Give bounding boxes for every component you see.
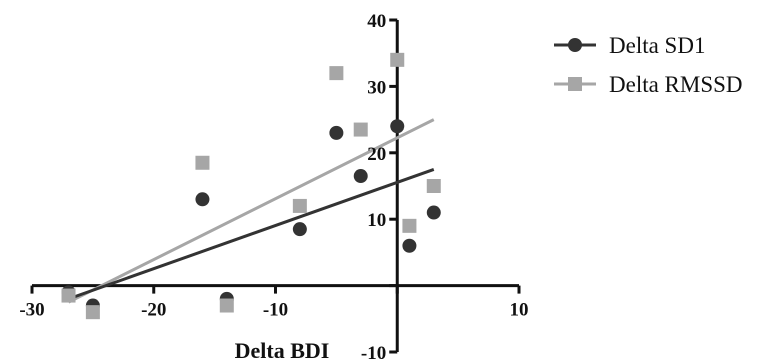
y-tick-label: 30 bbox=[367, 77, 386, 98]
point-delta-rmssd bbox=[61, 288, 76, 303]
point-delta-rmssd bbox=[85, 305, 100, 320]
fit-line-delta-sd1 bbox=[68, 167, 435, 301]
legend-label-delta-sd1: Delta SD1 bbox=[609, 33, 705, 58]
point-delta-sd1 bbox=[402, 238, 417, 253]
point-delta-sd1 bbox=[329, 125, 344, 140]
x-axis-title: Delta BDI bbox=[235, 338, 330, 363]
point-delta-sd1 bbox=[195, 192, 210, 207]
legend: Delta SD1 Delta RMSSD bbox=[554, 33, 743, 97]
data-points bbox=[61, 52, 441, 320]
point-delta-rmssd bbox=[195, 155, 210, 170]
x-tick-label: 10 bbox=[510, 300, 529, 321]
point-delta-sd1 bbox=[292, 222, 307, 237]
point-delta-rmssd bbox=[292, 198, 307, 213]
axes bbox=[30, 18, 521, 354]
y-tick-label: 20 bbox=[367, 144, 386, 165]
legend-marker-delta-sd1 bbox=[568, 38, 582, 52]
fit-lines bbox=[67, 118, 435, 304]
legend-marker-delta-rmssd bbox=[568, 77, 582, 91]
point-delta-sd1 bbox=[390, 119, 405, 134]
point-delta-rmssd bbox=[329, 66, 344, 81]
y-tick-label: -10 bbox=[361, 343, 386, 363]
x-tick-label: -30 bbox=[19, 300, 44, 321]
y-tick-label: 10 bbox=[367, 210, 386, 231]
point-delta-sd1 bbox=[426, 205, 441, 220]
y-tick-label: 40 bbox=[367, 11, 386, 32]
x-tick-label: -10 bbox=[263, 300, 288, 321]
point-delta-rmssd bbox=[353, 122, 368, 137]
point-delta-rmssd bbox=[219, 298, 234, 313]
tick-labels: -30 -20 -10 10 -10 10 20 30 40 bbox=[19, 11, 528, 363]
point-delta-sd1 bbox=[353, 169, 368, 184]
fit-line-delta-rmssd bbox=[67, 118, 435, 304]
point-delta-rmssd bbox=[390, 52, 405, 67]
x-tick-label: -20 bbox=[141, 300, 166, 321]
point-delta-rmssd bbox=[402, 218, 417, 233]
legend-label-delta-rmssd: Delta RMSSD bbox=[609, 72, 743, 97]
point-delta-rmssd bbox=[426, 179, 441, 193]
